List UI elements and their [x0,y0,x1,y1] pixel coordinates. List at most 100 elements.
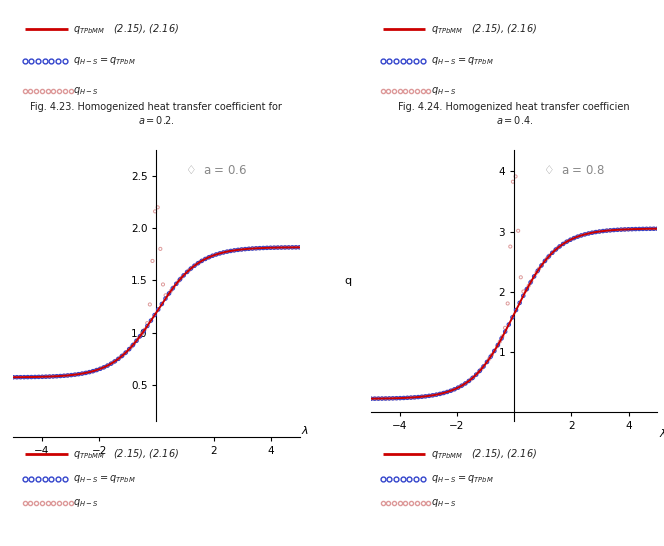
Point [631,224,641,233]
Point [124,345,135,353]
Point [62,371,73,380]
Point [187,263,197,272]
Point [460,379,471,388]
Point [452,383,463,392]
Point [534,264,544,273]
Point [416,393,426,401]
Point [41,372,51,381]
Point [167,284,178,293]
Point [66,371,76,379]
Point [576,231,586,240]
Point [287,243,297,252]
Point [513,227,523,235]
Point [26,373,37,382]
Text: $q_{H-S}$$=$$q_{TPbM}$: $q_{H-S}$$=$$q_{TPbM}$ [431,55,494,67]
Point [473,367,484,376]
Point [380,394,391,403]
Point [366,394,376,403]
Point [84,367,95,376]
Point [594,227,605,236]
Point [182,268,193,276]
Point [250,244,260,253]
Point [74,370,84,378]
Text: $q_{TPbMM}$   (2.15), (2.16): $q_{TPbMM}$ (2.15), (2.16) [431,447,537,461]
Point [213,250,224,258]
Point [583,229,594,238]
Point [630,225,641,234]
Point [503,299,513,308]
Point [184,265,195,274]
Point [550,246,560,254]
Point [510,172,521,181]
Point [495,337,505,346]
Point [223,247,234,256]
Point [8,373,19,382]
Point [369,394,380,403]
Point [503,320,514,329]
Point [189,262,200,270]
Point [258,244,268,252]
Point [394,394,405,402]
Point [442,388,453,396]
Point [100,363,110,371]
Point [185,264,196,273]
Point [589,228,600,236]
Point [382,394,392,403]
Point [552,244,563,252]
Point [507,313,518,322]
Point [247,244,258,253]
Point [153,203,163,212]
Point [262,244,272,252]
Point [641,224,652,233]
Point [139,325,150,334]
Point [160,291,171,300]
Point [76,369,87,378]
Point [218,248,228,257]
Point [98,363,109,372]
Point [88,367,98,376]
Point [402,394,412,402]
Point [214,249,225,258]
Point [420,392,431,401]
Point [284,243,294,252]
Point [652,224,663,233]
Point [215,249,226,258]
Point [153,305,163,314]
Point [19,373,29,382]
Point [500,327,511,336]
Point [226,246,236,255]
Point [573,232,584,241]
Point [568,234,578,243]
Point [410,393,421,402]
Point [644,224,655,233]
Point [620,225,630,234]
Point [137,329,147,338]
Point [113,354,124,363]
Text: $\diamondsuit$  a = 0.6: $\diamondsuit$ a = 0.6 [185,164,248,177]
Point [77,369,88,378]
Point [195,258,205,266]
Point [110,357,121,365]
Point [636,224,647,233]
Point [558,240,568,248]
Point [456,381,467,390]
Text: Fig. 4.23. Homogenized heat transfer coefficient for
$a = 0.2.$: Fig. 4.23. Homogenized heat transfer coe… [31,102,282,126]
Point [518,292,529,300]
Point [289,243,299,252]
Point [157,300,167,308]
Point [649,224,660,233]
Point [211,250,222,259]
Point [584,229,594,238]
Point [397,394,408,402]
Point [376,394,387,403]
Point [97,364,108,372]
Point [413,393,424,401]
Text: $q_{TPbMM}$   (2.15), (2.16): $q_{TPbMM}$ (2.15), (2.16) [431,22,537,36]
Point [373,394,384,403]
Point [35,372,45,381]
Point [71,370,82,379]
Point [147,257,158,265]
Point [203,253,213,262]
Point [48,372,58,381]
Point [400,394,410,402]
